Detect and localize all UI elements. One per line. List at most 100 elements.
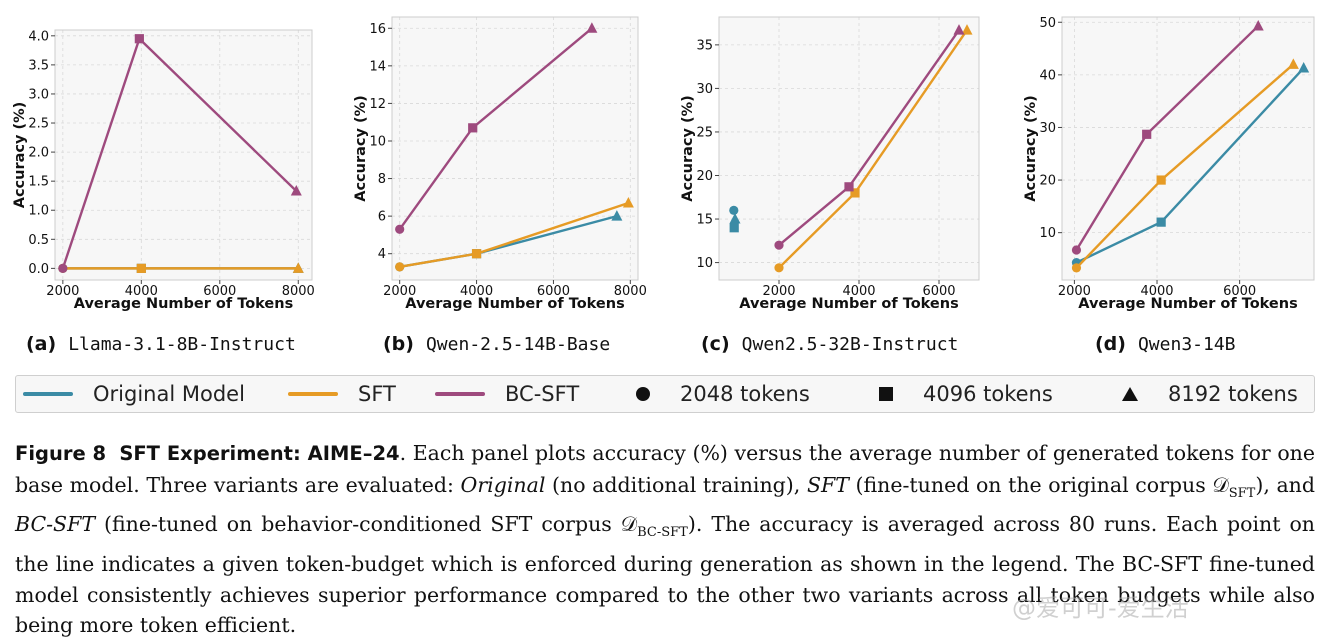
data-point-square [844,182,854,192]
y-tick-label: 1.5 [28,175,49,190]
y-tick-label: 12 [369,97,386,112]
figure-label: Figure 8 [15,442,107,465]
data-point-square [729,223,739,233]
data-point-circle [1071,245,1082,255]
figure-title: SFT Experiment: AIME–24 [119,442,400,465]
x-axis-label: Average Number of Tokens [405,296,624,312]
panel-d-caption: (d) Qwen3-14B [1095,333,1236,355]
x-tick-label: 4000 [125,284,158,299]
data-point-square [136,263,146,273]
y-tick-label: 3.5 [28,58,49,73]
data-point-square [471,249,482,259]
x-tick-label: 2000 [383,284,416,299]
y-tick-label: 3.0 [28,87,49,102]
plot-frame [718,16,980,281]
data-point-triangle [586,22,598,33]
x-tick-label: 6000 [537,284,570,299]
legend-original-model: Original Model [23,376,245,412]
legend-original-line [23,392,73,396]
plot-area [392,17,638,280]
y-tick-label: 6 [378,210,386,225]
plot-area [55,30,312,280]
data-point-circle [774,240,784,250]
square-marker-icon [879,387,893,401]
y-tick-label: 30 [1039,121,1056,136]
data-point-square [468,123,478,133]
data-point-circle [58,263,68,273]
legend-sft-line [288,392,338,396]
data-point-circle [1071,263,1082,273]
x-axis-label: Average Number of Tokens [74,296,293,312]
data-point-triangle [1252,19,1264,31]
plot-area [719,17,979,280]
x-tick-label: 8000 [282,284,315,299]
plot-frame [1061,16,1315,281]
y-tick-label: 1.0 [28,204,49,219]
data-point-circle [395,262,405,272]
data-point-triangle [1287,58,1299,69]
y-tick-label: 4 [378,247,386,262]
legend-2048-tokens: 2048 tokens [636,376,810,412]
figure-panels: 2000 4000 6000 8000 0.0 0.5 1.0 1.5 2.0 2.5 3.0 3.5… [12,16,1315,312]
y-tick-label: 16 [369,22,386,37]
figure-caption: Figure 8 SFT Experiment: AIME–24. Each p… [15,441,1316,638]
y-tick-label: 8 [378,172,386,187]
data-point-triangle [622,196,634,208]
figure-legend: Original Model SFT BC-SFT 2048 tokens 40… [15,375,1315,413]
circle-marker-icon [636,387,650,401]
y-tick-label: 10 [696,256,713,271]
x-tick-label: 2000 [762,284,795,299]
y-tick-label: 40 [1039,68,1056,83]
x-axis-label: Average Number of Tokens [1078,296,1297,312]
x-tick-label: 2000 [46,284,79,299]
legend-sft: SFT [288,376,396,412]
data-point-circle [729,205,739,215]
plot-frame [54,29,313,281]
data-point-triangle [729,213,741,224]
legend-4096-tokens: 4096 tokens [879,376,1053,412]
x-axis-label: Average Number of Tokens [739,296,958,312]
y-tick-label: 20 [696,169,713,184]
data-point-triangle [953,24,965,35]
legend-bc-sft-line [435,392,485,396]
x-tick-label: 2000 [1058,284,1091,299]
data-point-triangle [961,24,973,35]
y-tick-label: 20 [1039,174,1056,189]
data-point-triangle [611,210,623,221]
y-tick-label: 2.0 [28,146,49,161]
data-point-circle [774,263,784,273]
x-tick-label: 8000 [614,284,647,299]
y-tick-label: 0.0 [28,262,49,277]
y-tick-label: 30 [696,82,713,97]
plot-frame [391,16,639,281]
data-point-triangle [290,185,302,196]
data-point-square [850,188,860,198]
y-tick-label: 10 [1039,226,1056,241]
x-tick-label: 4000 [460,284,493,299]
data-point-triangle [292,262,304,273]
data-point-square [1142,129,1152,139]
triangle-marker-icon [1122,387,1138,401]
panel-b-caption: (b) Qwen-2.5-14B-Base [383,333,611,355]
panel-a-caption: (a) Llama-3.1-8B-Instruct [26,333,296,355]
legend-8192-tokens: 8192 tokens [1122,376,1298,412]
y-tick-label: 50 [1039,16,1056,31]
legend-bc-sft: BC-SFT [435,376,579,412]
x-tick-label: 6000 [922,284,955,299]
x-tick-label: 4000 [1140,284,1173,299]
y-axis-label: Accuracy (%) [680,95,696,202]
data-point-circle [395,224,405,234]
y-axis-label: Accuracy (%) [1023,95,1039,202]
watermark: @爱可可-爱生活 [1012,594,1189,622]
y-tick-label: 14 [369,59,386,74]
y-tick-label: 10 [369,134,386,149]
data-point-square [1156,217,1166,227]
y-axis-label: Accuracy (%) [353,95,369,202]
data-point-square [134,34,144,44]
y-tick-label: 4.0 [28,29,49,44]
panel-c-caption: (c) Qwen2.5-32B-Instruct [701,333,959,355]
plot-area [1062,17,1314,280]
y-tick-label: 0.5 [28,233,49,248]
y-tick-label: 25 [696,125,713,140]
y-tick-label: 15 [696,213,713,228]
